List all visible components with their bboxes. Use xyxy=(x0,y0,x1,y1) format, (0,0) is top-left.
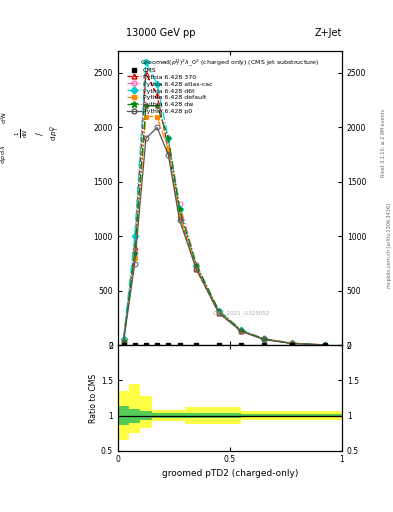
Text: $\mathrm{d}\,p\,\mathrm{d}\,\lambda$: $\mathrm{d}\,p\,\mathrm{d}\,\lambda$ xyxy=(0,143,8,164)
Text: CMS_2021_I1325052: CMS_2021_I1325052 xyxy=(212,310,270,316)
Text: mcplots.cern.ch [arXiv:1306.3436]: mcplots.cern.ch [arXiv:1306.3436] xyxy=(387,203,392,288)
Text: 13000 GeV pp: 13000 GeV pp xyxy=(126,28,195,38)
Y-axis label: Ratio to CMS: Ratio to CMS xyxy=(89,373,98,422)
Text: $\mathrm{d}^2N$: $\mathrm{d}^2N$ xyxy=(0,111,9,124)
Text: $\mathrm{d}\,p_T^D$: $\mathrm{d}\,p_T^D$ xyxy=(48,125,62,141)
Text: Rivet 3.1.10, ≥ 2.9M events: Rivet 3.1.10, ≥ 2.9M events xyxy=(381,109,386,178)
X-axis label: groomed pTD2 (charged-only): groomed pTD2 (charged-only) xyxy=(162,468,298,478)
Legend: CMS, Pythia 6.428 370, Pythia 6.428 atlas-cac, Pythia 6.428 d6t, Pythia 6.428 de: CMS, Pythia 6.428 370, Pythia 6.428 atla… xyxy=(125,66,214,116)
Text: Z+Jet: Z+Jet xyxy=(314,28,342,38)
Text: $\frac{1}{\mathrm{d}N}$: $\frac{1}{\mathrm{d}N}$ xyxy=(13,129,30,138)
Text: $/$: $/$ xyxy=(34,131,45,136)
Text: Groomed$(p_T^D)^2\lambda\_0^2$ (charged only) (CMS jet substructure): Groomed$(p_T^D)^2\lambda\_0^2$ (charged … xyxy=(140,57,320,68)
